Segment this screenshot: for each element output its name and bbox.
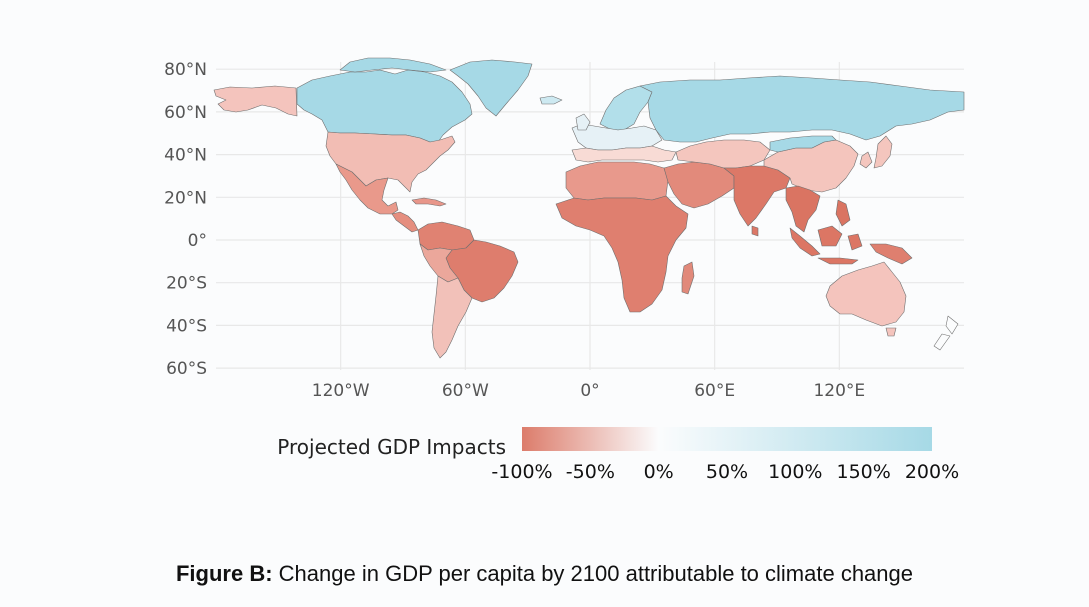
lat-tick-label: 60°N: [164, 103, 207, 123]
region-alaska[interactable]: [213, 85, 298, 117]
region-indonesia[interactable]: [789, 227, 821, 257]
region-new-zealand[interactable]: [945, 315, 959, 335]
region-indonesia[interactable]: [817, 257, 859, 265]
legend-title: Projected GDP Impacts: [277, 435, 506, 459]
region-korea-japan[interactable]: [859, 151, 873, 169]
lat-tick-label: 40°N: [164, 146, 207, 166]
legend-tick-label: 200%: [905, 461, 959, 483]
region-southern-europe[interactable]: [571, 145, 677, 163]
region-southeast-asia[interactable]: [835, 199, 851, 227]
legend: Projected GDP Impacts -100% -50% 0% 50% 100%…: [277, 427, 959, 483]
lat-tick-label: 40°S: [166, 316, 207, 336]
legend-tick-label: 50%: [706, 461, 748, 483]
legend-tick-labels: -100% -50% 0% 50% 100% 150% 200%: [491, 461, 959, 483]
region-mexico[interactable]: [335, 163, 399, 215]
lat-tick-label: 60°S: [166, 359, 207, 379]
region-caribbean[interactable]: [411, 197, 447, 207]
legend-tick-label: 100%: [768, 461, 822, 483]
region-western-europe[interactable]: [575, 113, 591, 131]
region-southeast-asia[interactable]: [785, 185, 821, 233]
region-south-asia[interactable]: [751, 225, 759, 237]
lat-tick-label: 20°N: [164, 188, 207, 208]
lat-tick-label: 80°N: [164, 60, 207, 80]
region-canada[interactable]: [339, 57, 447, 73]
region-southern-cone[interactable]: [431, 275, 473, 359]
lon-tick-label: 60°W: [442, 381, 489, 401]
lon-tick-label: 0°: [580, 381, 599, 401]
caption-label: Figure B:: [175, 561, 273, 586]
region-new-zealand[interactable]: [933, 333, 951, 351]
region-korea-japan[interactable]: [873, 135, 893, 169]
region-indonesia[interactable]: [847, 233, 863, 251]
country-polygons: [213, 57, 965, 359]
region-australia[interactable]: [825, 261, 907, 327]
lon-tick-label: 60°E: [694, 381, 735, 401]
lat-tick-label: 0°: [188, 231, 207, 251]
legend-tick-label: -50%: [566, 461, 615, 483]
region-south-asia[interactable]: [723, 165, 791, 227]
region-australia[interactable]: [885, 327, 897, 337]
region-indonesia[interactable]: [817, 225, 843, 247]
figure-caption: Figure B: Change in GDP per capita by 21…: [0, 561, 1089, 587]
region-iceland[interactable]: [539, 95, 563, 105]
legend-colorbar: [522, 427, 932, 451]
region-north-africa[interactable]: [565, 161, 669, 201]
region-madagascar[interactable]: [681, 261, 695, 295]
region-greenland[interactable]: [449, 59, 533, 117]
region-andes[interactable]: [419, 243, 459, 283]
region-new-guinea[interactable]: [869, 243, 913, 265]
lat-tick-label: 20°S: [166, 274, 207, 294]
caption-text: Change in GDP per capita by 2100 attribu…: [278, 561, 913, 586]
lon-tick-label: 120°W: [312, 381, 370, 401]
latitude-tick-labels: 80°N 60°N 40°N 20°N 0° 20°S 40°S 60°S: [164, 60, 207, 379]
region-russia[interactable]: [639, 75, 965, 143]
region-sub-saharan-africa[interactable]: [555, 195, 689, 313]
legend-tick-label: -100%: [491, 461, 552, 483]
lon-tick-label: 120°E: [813, 381, 865, 401]
legend-tick-label: 0%: [644, 461, 674, 483]
longitude-tick-labels: 120°W 60°W 0° 60°E 120°E: [312, 381, 865, 401]
legend-tick-label: 150%: [837, 461, 891, 483]
region-mongolia[interactable]: [769, 135, 837, 153]
